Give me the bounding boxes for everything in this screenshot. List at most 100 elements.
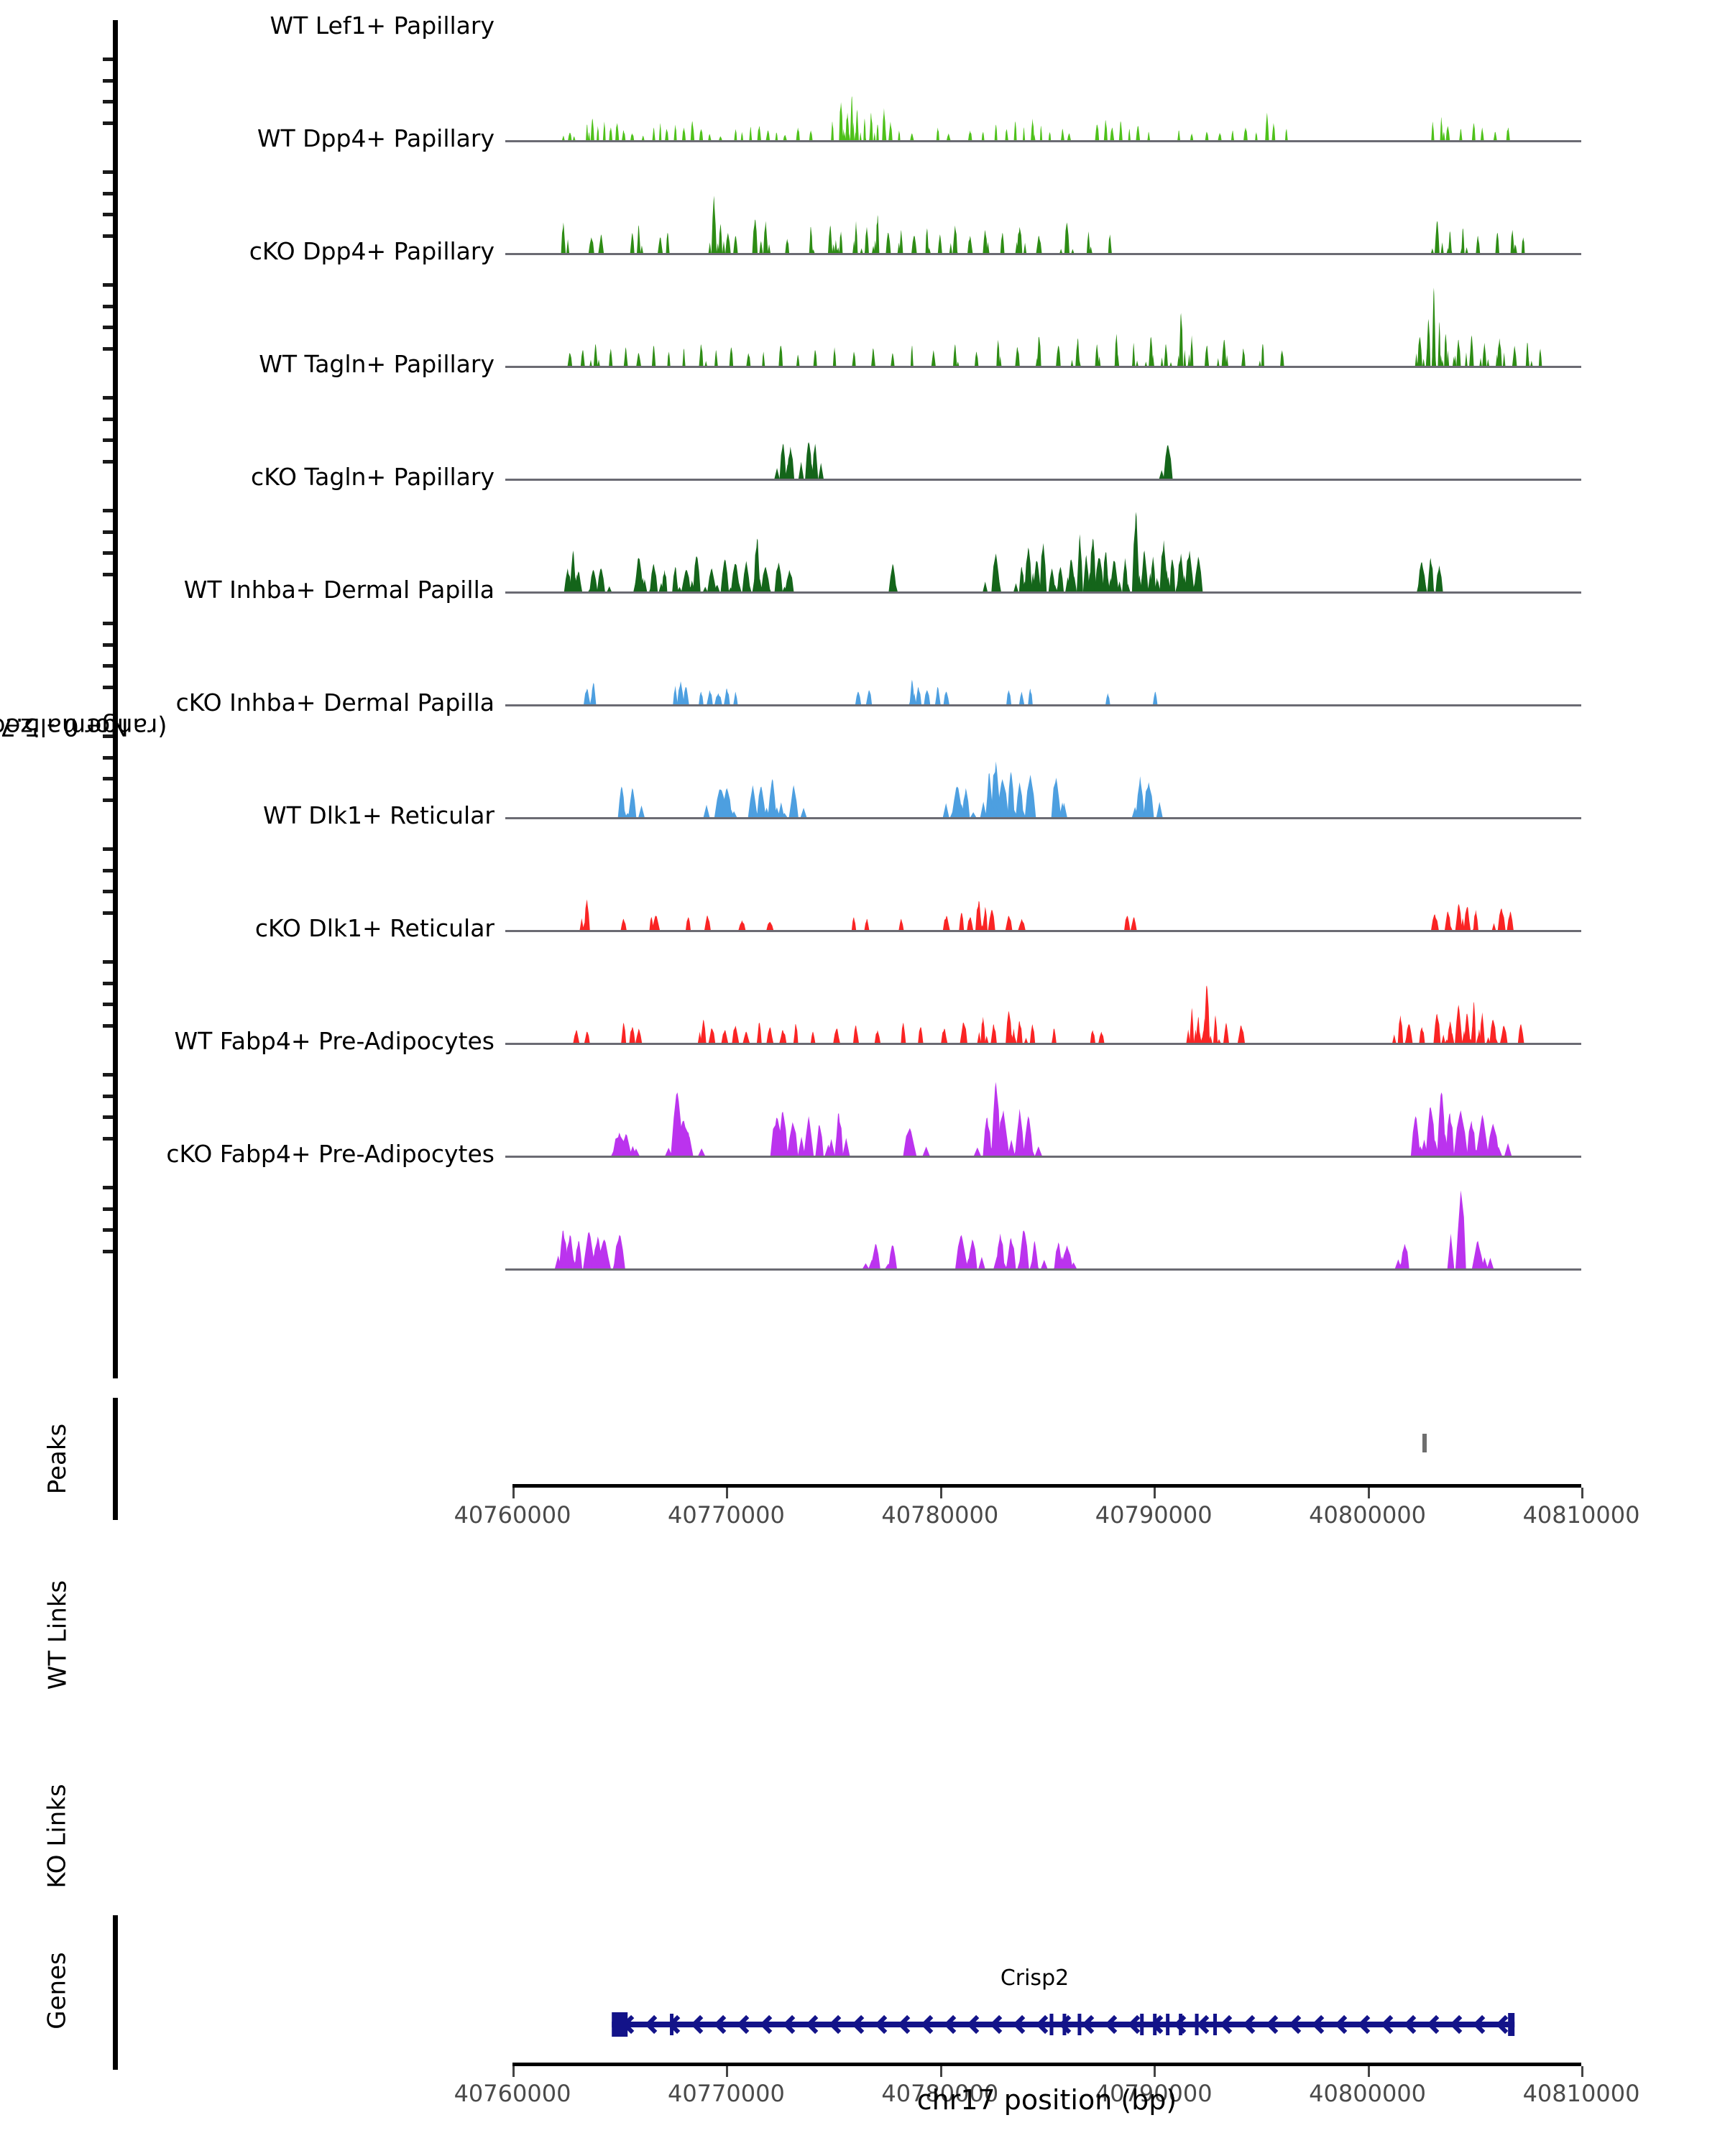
axis-tick [103,642,113,647]
x-axis-tick-label: 40760000 [454,2080,571,2107]
x-axis-tick [512,1488,515,1498]
peak-mark [1422,1434,1427,1452]
axis-tick [103,755,113,760]
x-axis-tick [1367,2066,1370,2077]
axis-tick [103,234,113,238]
track-signal [610,1082,1512,1156]
track-signal [561,96,1510,141]
track-baseline [505,591,1581,594]
x-axis-tick [1581,1488,1583,1498]
wt-links-panel-label: WT Links [43,1580,73,1690]
track-label: cKO Inhba+ Dermal Papilla [175,688,494,717]
axis-tick [103,121,113,125]
track-baseline [505,140,1581,142]
axis-tick [103,981,113,985]
track-label: WT Tagln+ Papillary [259,350,494,378]
peaks-panel-label: Peaks [42,1423,72,1495]
axis-tick [103,868,113,872]
x-axis-top: 40760000 40770000 40780000 40790000 40800000… [454,1484,1639,1529]
x-axis-tick-label: 40790000 [1095,1501,1213,1529]
track-baseline [505,1043,1581,1045]
axis-tick [103,78,113,83]
axis-tick [103,685,113,689]
track-signal [617,761,1163,818]
axis-tick [103,530,113,534]
axis-tick [103,509,113,512]
axis-tick [103,100,113,103]
axis-tick [103,622,113,625]
track-baseline [505,704,1581,706]
axis-tick [103,213,113,216]
axis-tick [103,396,113,400]
x-axis-tick-label: 40810000 [1522,1501,1640,1529]
genes-panel-label: Genes [42,1952,72,2030]
gene-model [612,2012,1515,2037]
axis-tick [103,304,113,308]
track-baseline [505,930,1581,932]
signal-track: WT Dlk1+ Reticular [263,801,1581,932]
gene-name-label: Crisp2 [1000,1966,1070,1991]
ko-links-panel-label: KO Links [43,1784,73,1889]
x-axis-tick-label: 40780000 [881,2080,999,2107]
axis-tick [103,960,113,964]
track-signal [774,442,1173,479]
signal-panel: WT Lef1+ Papillary WT Dpp4+ Papillary cKO … [103,11,1581,1378]
axis-tick [103,890,113,893]
axis-tick [103,459,113,464]
x-axis-tick [512,2066,515,2077]
x-axis-tick [726,1488,729,1498]
track-signal [554,1190,1494,1269]
axis-tick [103,170,113,174]
track-baseline [505,366,1581,368]
track-label: WT Dpp4+ Papillary [257,124,494,152]
signal-track: WT Lef1+ Papillary [270,11,1581,142]
x-axis-tick-label: 40770000 [667,2080,785,2107]
signal-track: WT Tagln+ Papillary [259,350,1581,481]
axis-tick [103,847,113,851]
x-axis-tick-label: 40800000 [1309,1501,1427,1529]
track-signal [567,287,1542,367]
axis-tick [103,1023,113,1028]
x-axis-tick [939,1488,942,1498]
genes-spine [113,1915,118,2070]
axis-tick [103,1094,113,1098]
signal-track: cKO Inhba+ Dermal Papilla [176,688,1581,819]
signal-track: WT Inhba+ Dermal Papilla [184,576,1581,706]
axis-tick [103,572,113,576]
axis-tick [103,57,113,61]
axis-tick [103,911,113,915]
axis-tick [103,1136,113,1141]
x-axis-tick [1367,1488,1370,1498]
axis-line [512,1484,1581,1488]
track-label: cKO Tagln+ Papillary [251,463,494,491]
axis-tick [103,734,113,738]
peaks-spine [113,1398,118,1520]
track-signal [564,512,1443,592]
x-axis-tick [1154,1488,1156,1498]
track-label: cKO Dpp4+ Papillary [249,237,494,265]
track-baseline [505,1268,1581,1271]
track-baseline [505,1156,1581,1158]
axis-tick [103,1228,113,1232]
x-axis-tick [1154,2066,1156,2077]
track-signal [561,195,1525,254]
x-axis-tick-label: 40760000 [454,1501,571,1529]
axis-line [512,2063,1581,2066]
signal-track: cKO Fabp4+ Pre-Adipocytes [166,1140,1581,1271]
axis-tick [103,1073,113,1077]
x-axis-tick-label: 40770000 [667,1501,785,1529]
track-label: WT Lef1+ Papillary [270,11,494,40]
signal-track: cKO Dpp4+ Papillary [249,237,1581,368]
x-axis-tick-label: 40780000 [881,1501,999,1529]
signal-track: WT Dpp4+ Papillary [257,124,1581,255]
axis-tick [103,798,113,802]
axis-tick [103,1249,113,1253]
x-axis-tick [1581,2066,1583,2077]
axis-tick [103,777,113,780]
x-axis-label: chr17 position (bp) [916,2084,1177,2116]
x-axis-tick [726,2066,729,2077]
x-axis-tick-label: 40810000 [1522,2080,1640,2107]
axis-tick [103,1003,113,1006]
signal-track: WT Fabp4+ Pre-Adipocytes [175,1027,1581,1158]
